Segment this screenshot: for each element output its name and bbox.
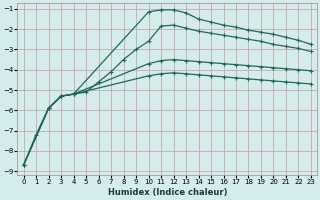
X-axis label: Humidex (Indice chaleur): Humidex (Indice chaleur) [108, 188, 227, 197]
